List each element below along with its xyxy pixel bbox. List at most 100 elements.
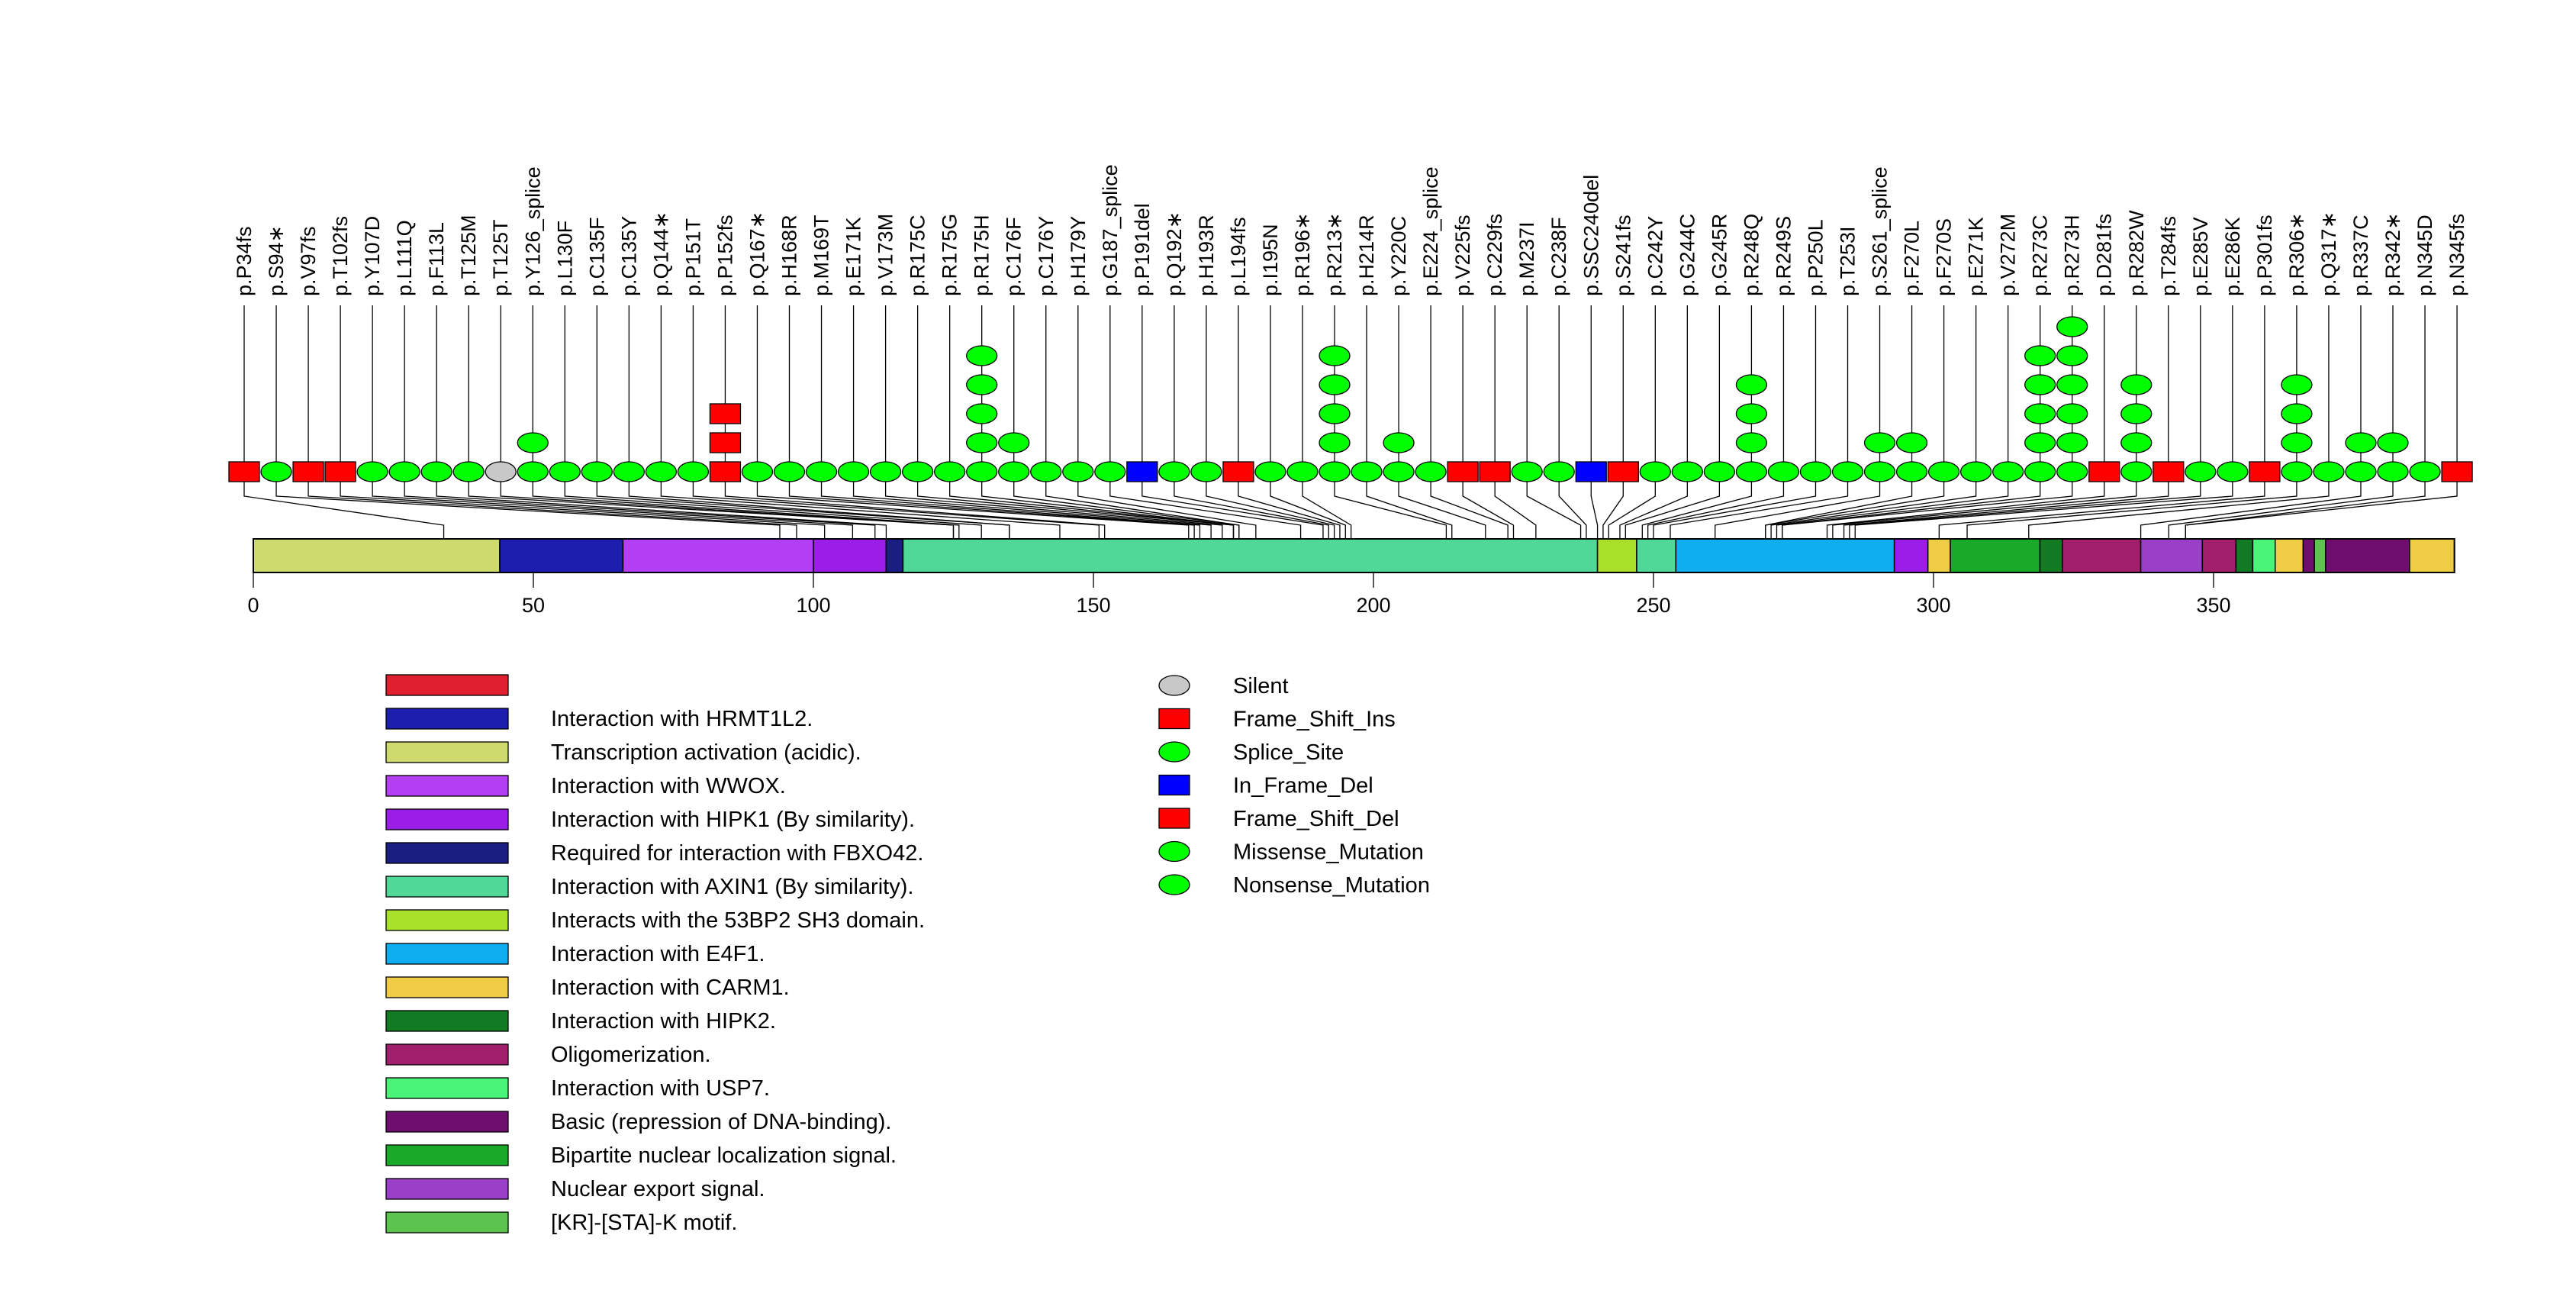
domain-legend-label: Interaction with HRMT1L2. — [551, 707, 813, 731]
domain-legend-label: [KR]-[STA]-K motif. — [551, 1211, 737, 1235]
mutation-marker-ellipse — [805, 461, 838, 482]
mutation-marker-ellipse — [1671, 461, 1704, 482]
mutation-label: p.R342∗ — [2381, 212, 2404, 296]
mutation-label: p.E171K — [842, 217, 865, 296]
mutation-legend-square-icon — [1158, 774, 1190, 796]
domain-legend-swatch — [385, 1010, 509, 1032]
connector-line — [1653, 305, 1817, 572]
connector-line — [1624, 305, 1721, 572]
mutation-marker-ellipse — [1415, 461, 1447, 482]
mutation-labels: p.P34fs p.S94∗ p.V97fs p.T102fs p.Y107D p.L11… — [233, 164, 2468, 296]
domain-legend-label: Interaction with HIPK1 (By similarity). — [551, 808, 915, 832]
domain-segment — [622, 538, 814, 573]
mutation-legend-label: Frame_Shift_Del — [1233, 807, 1399, 831]
mutation-label: p.P152fs — [713, 214, 736, 296]
mutation-label: p.L194fs — [1227, 217, 1250, 296]
mutation-marker-ellipse — [966, 432, 998, 453]
mutation-label: p.G187_splice — [1099, 164, 1122, 296]
domain-segment — [253, 538, 501, 573]
mutation-marker-ellipse — [1158, 461, 1190, 482]
mutation-marker-square — [324, 461, 356, 482]
mutation-marker-ellipse — [2345, 461, 2377, 482]
mutation-marker-ellipse — [869, 461, 902, 482]
mutation-marker-ellipse — [2313, 461, 2345, 482]
mutation-label: p.V173M — [874, 214, 897, 296]
mutation-marker-ellipse — [452, 461, 485, 482]
mutation-label: p.T125T — [489, 219, 512, 296]
mutation-marker-ellipse — [1511, 461, 1543, 482]
mutation-marker-ellipse — [2377, 432, 2409, 453]
domain-segment — [813, 538, 887, 573]
mutation-marker-ellipse — [1992, 461, 2024, 482]
mutation-marker-square — [1607, 461, 1639, 482]
mutation-marker-ellipse — [549, 461, 581, 482]
mutation-label: p.Q144∗ — [649, 211, 672, 296]
mutation-marker-ellipse — [581, 461, 613, 482]
connector-line — [724, 305, 1106, 572]
mutation-label: p.H193R — [1195, 214, 1218, 296]
mutation-marker-ellipse — [613, 461, 646, 482]
mutation-marker-ellipse — [966, 374, 998, 395]
mutation-marker-square — [2249, 461, 2281, 482]
connector-line — [852, 305, 1212, 572]
mutation-label: p.T102fs — [329, 216, 352, 296]
mutation-legend-ellipse-icon — [1158, 874, 1190, 895]
domain-segment — [2235, 538, 2254, 573]
domain-legend-swatch — [385, 943, 509, 965]
domain-legend-swatch — [385, 808, 509, 830]
mutation-marker-ellipse — [1094, 461, 1126, 482]
mutation-marker-ellipse — [966, 345, 998, 366]
mutation-label: p.R249S — [1772, 216, 1795, 296]
mutation-label: p.R175G — [939, 214, 961, 296]
connector-line — [2185, 305, 2458, 572]
mutation-marker-ellipse — [1703, 461, 1736, 482]
domain-legend-swatch — [385, 741, 509, 763]
mutation-marker-ellipse — [1190, 461, 1222, 482]
mutation-legend-label: Frame_Shift_Ins — [1233, 708, 1396, 732]
mutation-marker-ellipse — [2056, 461, 2088, 482]
mutation-marker-ellipse — [1543, 461, 1575, 482]
mutation-marker-ellipse — [998, 461, 1030, 482]
domain-segment — [1950, 538, 2041, 573]
mutation-label: p.H214R — [1355, 214, 1378, 296]
mutation-legend-label: Nonsense_Mutation — [1233, 873, 1430, 898]
connector-line — [404, 305, 876, 572]
mutation-label: p.R273H — [2061, 214, 2084, 296]
domain-segment — [1927, 538, 1951, 573]
mutation-legend-label: Missense_Mutation — [1233, 840, 1424, 865]
mutation-marker-ellipse — [837, 461, 870, 482]
mutation-marker-ellipse — [485, 461, 517, 482]
axis-tick-label: 350 — [2196, 594, 2230, 617]
mutation-label: p.R282W — [2125, 210, 2148, 296]
mutation-legend-label: Silent — [1233, 674, 1289, 698]
axis-tick-label: 50 — [522, 594, 545, 617]
mutation-marker-ellipse — [1735, 461, 1768, 482]
mutation-label: p.N345fs — [2446, 214, 2468, 296]
mutation-marker-ellipse — [2120, 403, 2153, 424]
mutation-label: p.T253I — [1837, 226, 1860, 296]
mutation-label: p.T284fs — [2157, 216, 2180, 296]
domain-legend-label: Bipartite nuclear localization signal. — [551, 1143, 897, 1168]
domain-segment — [2140, 538, 2204, 573]
connector-line — [243, 305, 445, 572]
mutation-marker-ellipse — [1863, 461, 1896, 482]
mutation-marker-square — [1479, 461, 1511, 482]
domain-legend-label: Interaction with USP7. — [551, 1076, 770, 1101]
connector-line — [1590, 305, 1599, 572]
mutation-label: p.P301fs — [2253, 214, 2276, 296]
mutation-label: p.R273C — [2029, 214, 2052, 296]
connector-line — [564, 305, 982, 572]
mutation-marker-ellipse — [645, 461, 678, 482]
domain-legend-swatch — [385, 842, 509, 864]
domain-legend-label: Nuclear export signal. — [551, 1177, 765, 1201]
mutation-marker-ellipse — [2281, 403, 2313, 424]
mutation-label: p.C238F — [1547, 217, 1570, 296]
mutation-label: p.R175C — [906, 214, 929, 296]
domain-legend-swatch — [385, 876, 509, 898]
connector-line — [1462, 305, 1515, 572]
protein-outline — [253, 538, 2455, 573]
protein-domain-bar — [253, 538, 2455, 573]
domain-legend-label: Basic (repression of DNA-binding). — [551, 1110, 891, 1134]
mutation-marker-ellipse — [2056, 403, 2088, 424]
mutation-marker-ellipse — [1767, 461, 1800, 482]
